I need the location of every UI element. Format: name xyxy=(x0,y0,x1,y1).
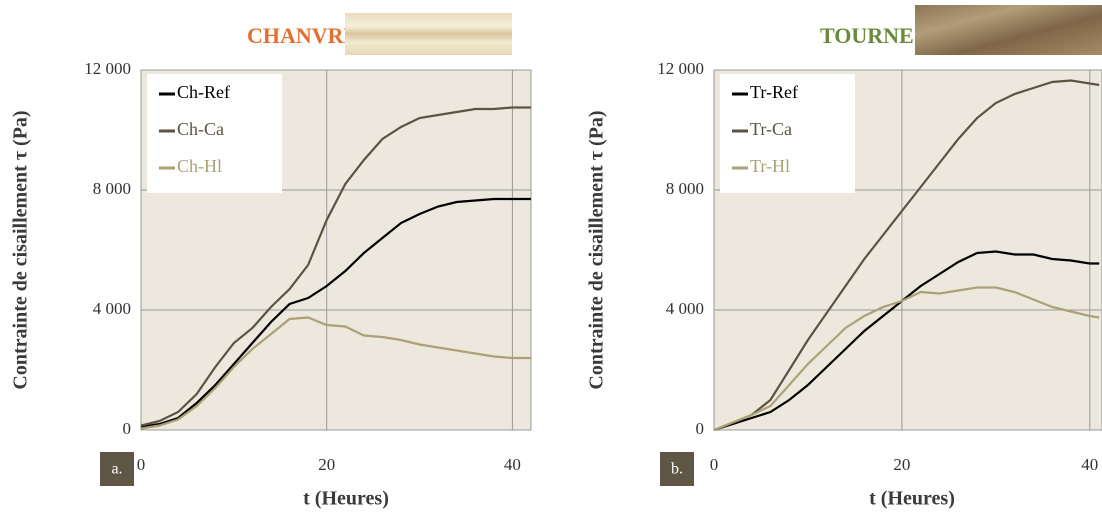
x-tick-label: 20 xyxy=(893,455,910,474)
data-line xyxy=(141,106,531,427)
panel-label: a. xyxy=(111,461,122,478)
panel-badge xyxy=(100,452,134,486)
x-axis-title: t (Heures) xyxy=(869,488,955,510)
y-tick-label: 4 000 xyxy=(666,299,704,318)
x-tick-label: 40 xyxy=(1081,455,1098,474)
y-tick-label: 0 xyxy=(123,419,132,438)
data-line xyxy=(141,197,531,429)
data-line xyxy=(714,286,1100,432)
x-axis-title: t (Heures) xyxy=(303,488,389,510)
legend-label: Tr-Ref xyxy=(750,82,798,102)
y-tick-label: 8 000 xyxy=(93,179,131,198)
data-line xyxy=(141,316,531,430)
sample-image xyxy=(345,13,512,55)
y-tick-label: 12 000 xyxy=(84,59,131,78)
panel-label: b. xyxy=(671,461,683,478)
chart-panel: 0 4 000 8 000 12 000 0 20 40 Ch-Ref Ch-Ca Ch-Hl CH… xyxy=(10,13,532,510)
panel-badge xyxy=(660,452,694,486)
x-tick-label: 0 xyxy=(710,455,719,474)
y-axis-title: Contrainte de cisaillement τ (Pa) xyxy=(586,110,608,389)
y-tick-label: 0 xyxy=(696,419,705,438)
legend: Tr-Ref Tr-Ca Tr-Hl xyxy=(720,74,855,193)
y-axis-title: Contrainte de cisaillement τ (Pa) xyxy=(10,110,32,389)
x-tick-label: 40 xyxy=(504,455,521,474)
legend: Ch-Ref Ch-Ca Ch-Hl xyxy=(147,74,282,193)
y-tick-label: 12 000 xyxy=(657,59,704,78)
legend-label: Ch-Hl xyxy=(177,156,222,176)
legend-label: Ch-Ref xyxy=(177,82,230,102)
legend-label: Tr-Hl xyxy=(750,156,790,176)
data-line xyxy=(714,250,1100,432)
legend-label: Ch-Ca xyxy=(177,119,224,139)
plot-lines xyxy=(141,106,531,430)
x-tick-label: 20 xyxy=(318,455,335,474)
y-tick-label: 8 000 xyxy=(666,179,704,198)
chart-title: CHANVRE xyxy=(247,23,358,48)
data-line xyxy=(714,79,1100,432)
legend-label: Tr-Ca xyxy=(750,119,792,139)
sample-image xyxy=(915,5,1102,55)
y-tick-label: 4 000 xyxy=(93,299,131,318)
plot-lines xyxy=(714,79,1100,432)
x-tick-label: 0 xyxy=(137,455,146,474)
